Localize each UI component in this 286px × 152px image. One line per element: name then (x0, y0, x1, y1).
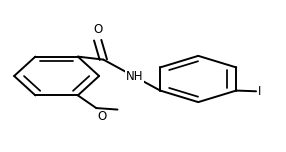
Text: O: O (93, 23, 102, 36)
Text: NH: NH (126, 70, 143, 83)
Text: O: O (98, 110, 107, 123)
Text: I: I (257, 85, 261, 98)
